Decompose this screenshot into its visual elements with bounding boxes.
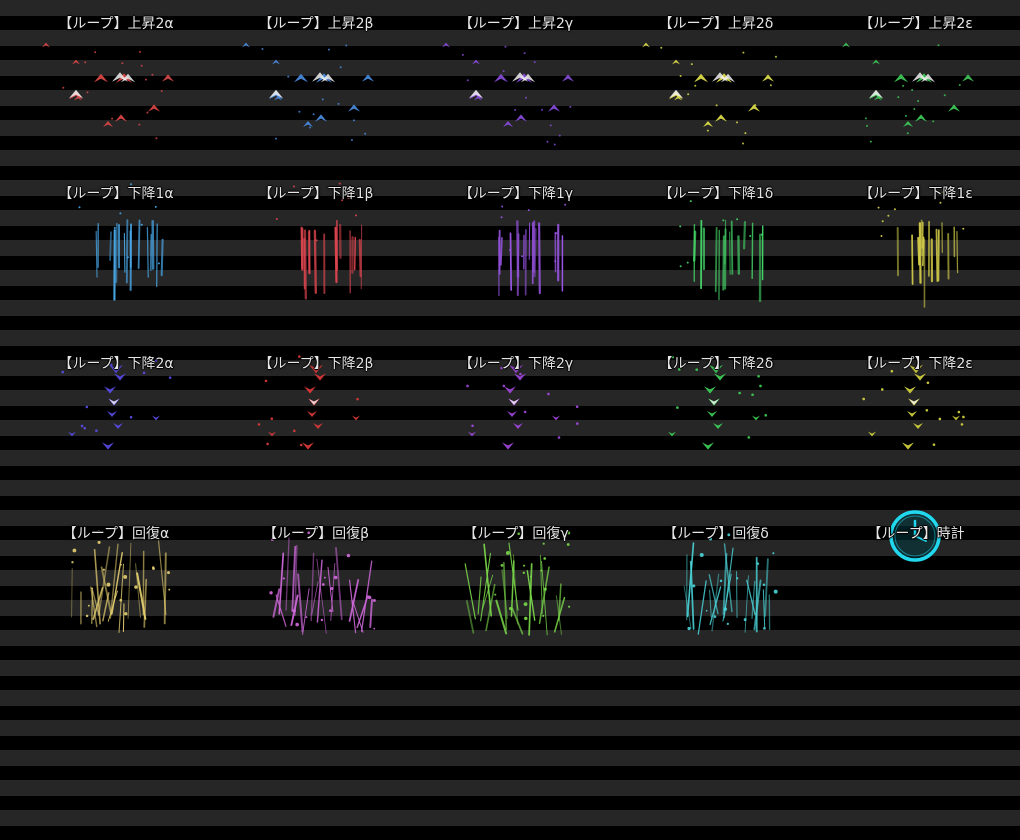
effect-preview-heal (269, 531, 376, 635)
effect-label: 【ループ】回復δ (663, 526, 769, 542)
effect-cell[interactable]: 【ループ】上昇2β (216, 0, 416, 170)
effect-cell[interactable]: 【ループ】時計 (816, 510, 1016, 680)
effect-shapes (78, 183, 164, 301)
effect-label: 【ループ】回復α (62, 526, 170, 542)
effect-shapes (71, 530, 171, 633)
effect-shapes (862, 364, 965, 450)
effect-label: 【ループ】下降1β (258, 186, 374, 202)
effect-preview-rise (842, 42, 974, 143)
effect-shapes (498, 203, 567, 297)
effect-cell[interactable]: 【ループ】上昇2ε (816, 0, 1016, 170)
effect-label: 【ループ】下降1δ (658, 186, 774, 202)
effect-shapes (889, 510, 941, 562)
effect-label: 【ループ】下降2β (258, 356, 374, 372)
effect-label: 【ループ】上昇2α (58, 16, 174, 32)
effect-preview-fall2 (466, 364, 579, 450)
effect-shapes (679, 200, 764, 303)
effect-preview-fall1 (275, 182, 363, 300)
effect-shapes (275, 182, 363, 300)
effect-cell[interactable]: 【ループ】回復γ (416, 510, 616, 680)
effect-shapes (269, 531, 376, 635)
effect-label: 【ループ】上昇2γ (458, 16, 574, 32)
effect-cell[interactable]: 【ループ】回復α (16, 510, 216, 680)
effect-preview-fall2 (257, 355, 373, 450)
effect-shapes (466, 364, 579, 450)
effect-shapes (877, 191, 965, 308)
effect-cell[interactable]: 【ループ】下降2γ (416, 340, 616, 510)
effect-preview-fall1 (498, 203, 567, 297)
effect-cell[interactable]: 【ループ】上昇2γ (416, 0, 616, 170)
effect-preview-rise (642, 42, 777, 145)
effect-cell[interactable]: 【ループ】下降1β (216, 170, 416, 340)
effect-label: 【ループ】下降1α (58, 186, 174, 202)
effect-cell[interactable]: 【ループ】下降1δ (616, 170, 816, 340)
effect-cell[interactable]: 【ループ】上昇2α (16, 0, 216, 170)
effect-preview-fall1 (78, 183, 164, 301)
effect-shapes (257, 355, 373, 450)
effect-preview-heal (71, 530, 171, 633)
effect-preview-clock (889, 510, 941, 562)
effect-label: 【ループ】下降2ε (859, 356, 973, 372)
effect-preview-fall2 (61, 359, 172, 450)
effect-label: 【ループ】回復β (262, 526, 370, 542)
effect-label: 【ループ】下降1γ (458, 186, 574, 202)
effect-cell[interactable]: 【ループ】下降1ε (816, 170, 1016, 340)
effect-cell[interactable]: 【ループ】下降2δ (616, 340, 816, 510)
effect-preview-fall1 (877, 191, 965, 308)
effect-cell[interactable]: 【ループ】下降2ε (816, 340, 1016, 510)
effect-cell[interactable]: 【ループ】下降2β (216, 340, 416, 510)
effect-label: 【ループ】下降2δ (658, 356, 774, 372)
effect-shapes (683, 530, 778, 635)
effect-preview-heal (683, 530, 778, 635)
effect-shapes (61, 359, 172, 450)
effect-preview-fall2 (668, 355, 768, 450)
effect-cell[interactable]: 【ループ】回復δ (616, 510, 816, 680)
effect-label: 【ループ】下降1ε (859, 186, 973, 202)
effect-cell[interactable]: 【ループ】下降1α (16, 170, 216, 340)
effect-label: 【ループ】上昇2ε (859, 16, 973, 32)
effect-shapes (642, 42, 777, 145)
effect-preview-rise (242, 42, 374, 141)
effect-shapes (668, 355, 768, 450)
effect-label: 【ループ】下降2γ (458, 356, 574, 372)
effect-label: 【ループ】上昇2δ (658, 16, 774, 32)
effect-preview-heal (464, 531, 571, 636)
effect-preview-rise (42, 42, 174, 140)
effect-shapes (842, 42, 974, 143)
effect-cell[interactable]: 【ループ】上昇2δ (616, 0, 816, 170)
effect-label: 【ループ】上昇2β (258, 16, 374, 32)
effect-shapes (464, 531, 571, 636)
effect-shapes (42, 42, 174, 140)
effect-label: 【ループ】回復γ (463, 526, 569, 542)
effect-shapes (442, 42, 574, 146)
effect-label: 【ループ】時計 (867, 526, 965, 542)
effect-preview-rise (442, 42, 574, 146)
effect-shapes (242, 42, 374, 141)
effect-cell[interactable]: 【ループ】下降2α (16, 340, 216, 510)
effect-preview-fall2 (862, 364, 965, 450)
effect-preview-fall1 (679, 200, 764, 303)
effect-label: 【ループ】下降2α (58, 356, 174, 372)
effect-cell[interactable]: 【ループ】回復β (216, 510, 416, 680)
effect-cell[interactable]: 【ループ】下降1γ (416, 170, 616, 340)
